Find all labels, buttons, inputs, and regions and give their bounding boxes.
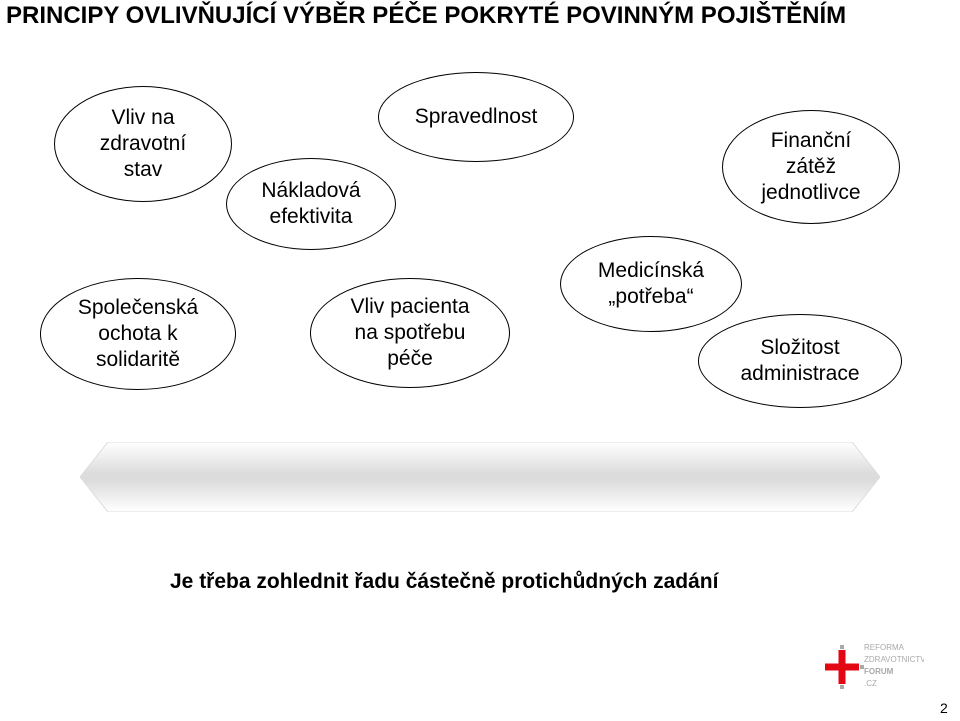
ellipse-label: Vliv pacientana spotřebupéče [350, 294, 469, 373]
ellipse-medicinska-potreba: Medicínská„potřeba“ [560, 236, 742, 332]
ellipse-label: Nákladováefektivita [261, 178, 360, 231]
svg-text:.CZ: .CZ [864, 679, 877, 688]
ellipse-nakladova-efektivita: Nákladováefektivita [226, 158, 396, 250]
ellipse-label: Spravedlnost [415, 104, 538, 130]
caption-text: Je třeba zohlednit řadu částečně protich… [170, 570, 718, 594]
ellipse-label: Společenskáochota ksolidaritě [78, 295, 198, 374]
ellipse-slozitost-administrace: Složitostadministrace [698, 314, 902, 408]
ellipse-spolecenska-ochota: Společenskáochota ksolidaritě [40, 278, 236, 390]
page-number: 2 [940, 700, 948, 716]
svg-text:REFORMA: REFORMA [864, 643, 905, 652]
ellipse-vliv-na-zdravotni-stav: Vliv nazdravotnístav [54, 86, 232, 202]
ellipse-label: Finančnízátěžjednotlivce [761, 128, 860, 207]
ellipse-vliv-pacienta: Vliv pacientana spotřebupéče [310, 278, 510, 388]
page-title: PRINCIPY OVLIVŇUJÍCÍ VÝBĚR PÉČE POKRYTÉ … [6, 2, 846, 30]
ellipse-label: Složitostadministrace [740, 335, 859, 388]
ellipse-spravedlnost: Spravedlnost [378, 72, 574, 162]
banner-divider [80, 442, 880, 512]
ellipse-label: Vliv nazdravotnístav [100, 105, 186, 184]
stage: PRINCIPY OVLIVŇUJÍCÍ VÝBĚR PÉČE POKRYTÉ … [0, 0, 960, 721]
svg-text:FORUM: FORUM [864, 667, 894, 676]
svg-text:ZDRAVOTNICTVÍ: ZDRAVOTNICTVÍ [864, 655, 924, 664]
ellipse-label: Medicínská„potřeba“ [598, 258, 704, 311]
ellipse-financni-zatez: Finančnízátěžjednotlivce [722, 110, 900, 224]
footer-logo: REFORMA ZDRAVOTNICTVÍ FORUM .CZ [824, 636, 924, 698]
